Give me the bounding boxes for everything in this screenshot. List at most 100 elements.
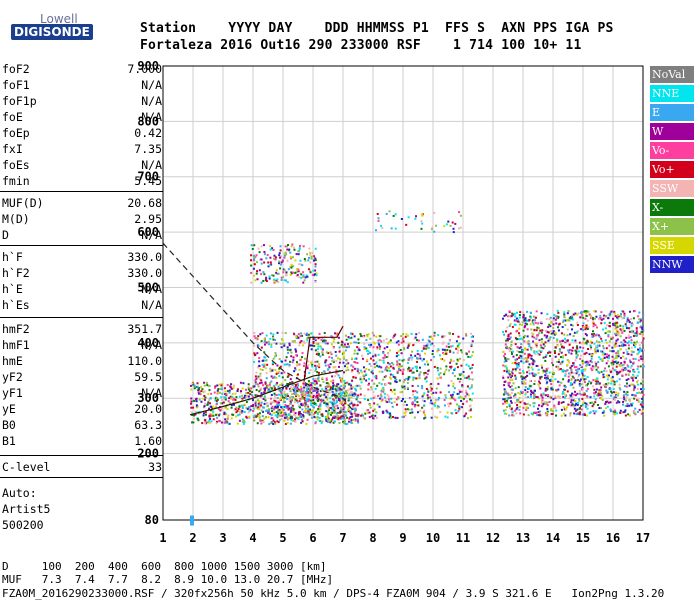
legend-item-vo: Vo+: [650, 161, 694, 178]
echo-point: [596, 350, 599, 353]
echo-point: [359, 369, 362, 372]
echo-point: [525, 406, 528, 409]
echo-point: [547, 367, 550, 370]
param-value: 0.42: [134, 126, 162, 140]
echo-point: [299, 414, 302, 417]
echo-point: [326, 398, 329, 401]
echo-point: [618, 386, 621, 389]
echo-point: [294, 418, 297, 421]
echo-point: [319, 345, 322, 348]
echo-point: [426, 343, 429, 346]
echo-point: [339, 399, 342, 402]
echo-point: [295, 337, 298, 340]
echo-point: [274, 405, 277, 408]
echo-point: [582, 346, 585, 349]
echo-point: [346, 422, 349, 425]
echo-point: [260, 392, 263, 395]
echo-point: [321, 420, 324, 423]
echo-point: [415, 377, 418, 380]
echo-point: [471, 354, 474, 357]
echo-point: [220, 407, 223, 410]
echo-point: [224, 393, 227, 396]
echo-point: [572, 313, 575, 316]
echo-point: [312, 338, 315, 341]
echo-point: [441, 342, 444, 345]
echo-point: [620, 362, 623, 365]
echo-point: [350, 419, 353, 422]
echo-point: [503, 355, 506, 358]
echo-point: [286, 406, 289, 409]
echo-point: [637, 383, 640, 386]
echo-point: [273, 342, 276, 345]
echo-point: [329, 388, 332, 391]
echo-point: [317, 364, 320, 367]
echo-point: [612, 323, 615, 326]
param-label: foEs: [2, 158, 30, 172]
echo-point: [586, 407, 589, 410]
echo-point: [470, 415, 473, 418]
echo-point: [567, 379, 570, 382]
echo-point: [390, 227, 393, 230]
echo-point: [615, 352, 618, 355]
x-tick-label: 7: [339, 531, 346, 545]
echo-point: [277, 393, 280, 396]
echo-point: [508, 310, 511, 313]
echo-point: [638, 391, 641, 394]
echo-point: [289, 266, 292, 269]
echo-point: [314, 364, 317, 367]
echo-point: [606, 405, 609, 408]
echo-point: [260, 346, 263, 349]
echo-point: [613, 343, 616, 346]
echo-point: [265, 257, 268, 260]
echo-point: [603, 369, 606, 372]
echo-point: [562, 356, 565, 359]
echo-point: [284, 363, 287, 366]
echo-point: [460, 351, 463, 354]
echo-point: [469, 356, 472, 359]
echo-point: [245, 394, 248, 397]
echo-point: [533, 350, 536, 353]
echo-point: [313, 255, 316, 258]
echo-point: [573, 381, 576, 384]
echo-point: [349, 332, 352, 335]
echo-point: [253, 335, 256, 338]
echo-point: [192, 406, 195, 409]
echo-point: [428, 335, 431, 338]
echo-point: [337, 389, 340, 392]
echo-point: [368, 411, 371, 414]
echo-point: [576, 378, 579, 381]
echo-point: [342, 416, 345, 419]
echo-point: [569, 333, 572, 336]
echo-point: [607, 317, 610, 320]
echo-point: [510, 388, 513, 391]
echo-point: [386, 346, 389, 349]
echo-point: [576, 392, 579, 395]
echo-point: [580, 388, 583, 391]
auto-program: Artist5: [2, 502, 51, 516]
echo-point: [190, 402, 193, 405]
echo-point: [597, 394, 600, 397]
echo-point: [506, 339, 509, 342]
separator: [0, 455, 163, 456]
echo-point: [270, 393, 273, 396]
echo-point: [283, 390, 286, 393]
echo-point: [317, 345, 320, 348]
echo-point: [537, 411, 540, 414]
echo-point: [223, 396, 226, 399]
echo-point: [255, 261, 258, 264]
echo-point: [294, 414, 297, 417]
echo-point: [283, 343, 286, 346]
echo-point: [593, 342, 596, 345]
echo-point: [381, 227, 384, 230]
echo-point: [299, 263, 302, 266]
param-label: hmF1: [2, 338, 30, 352]
echo-point: [396, 352, 399, 355]
echo-point: [610, 390, 613, 393]
echo-point: [254, 337, 257, 340]
echo-point: [271, 387, 274, 390]
echo-point: [290, 351, 293, 354]
echo-point: [349, 411, 352, 414]
echo-point: [312, 377, 315, 380]
echo-point: [530, 366, 533, 369]
echo-point: [312, 341, 315, 344]
